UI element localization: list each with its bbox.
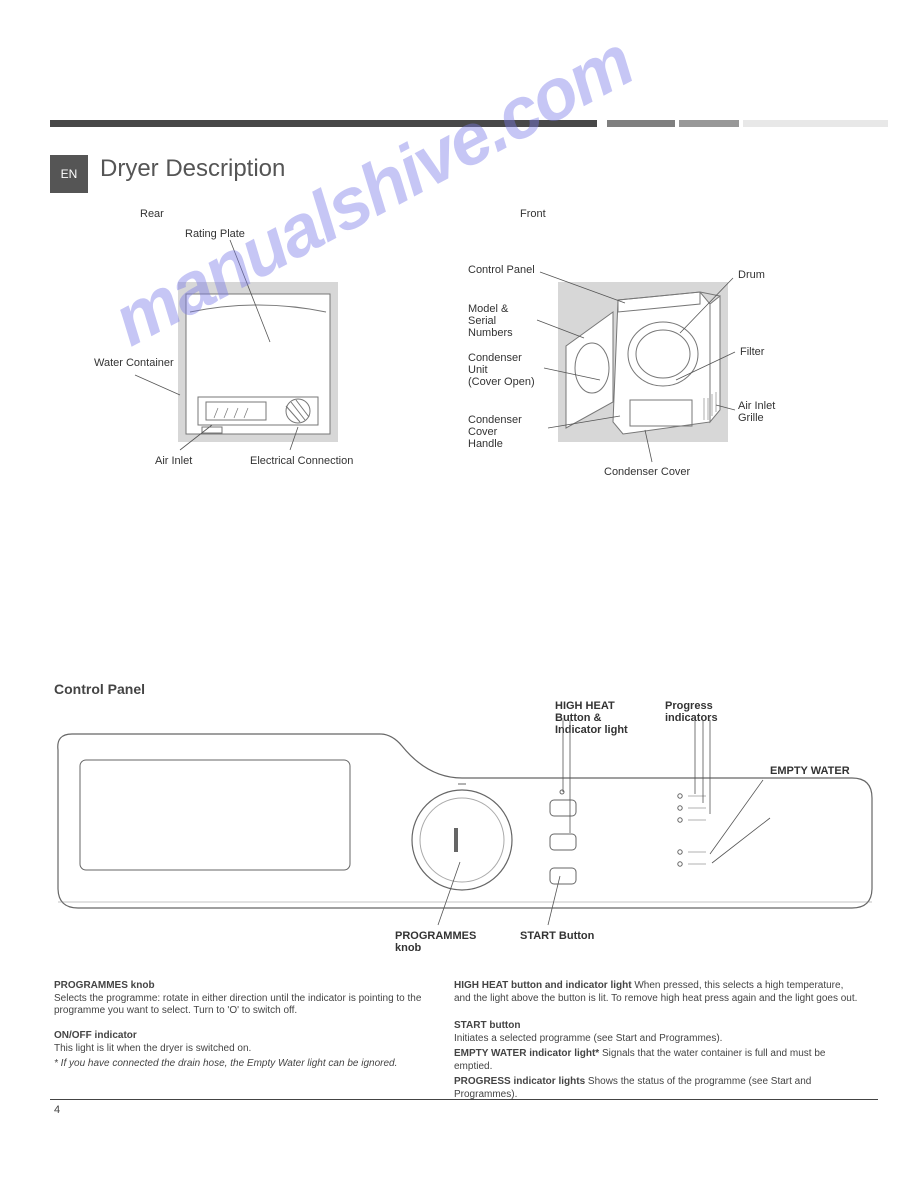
figure-control-panel (52, 722, 878, 922)
label-rating-plate: Rating Plate (185, 228, 245, 240)
page-number: 4 (54, 1104, 60, 1116)
label-progress: Progress indicators (665, 700, 745, 724)
desc-highheat: HIGH HEAT button and indicator light Whe… (454, 980, 859, 1005)
label-filter: Filter (740, 346, 764, 358)
label-condenser-cover-handle: Condenser Cover Handle (468, 414, 522, 450)
desc-programmes: PROGRAMMES knob Selects the programme: r… (54, 980, 434, 1018)
bar-segment (607, 120, 675, 127)
label-drum: Drum (738, 269, 765, 281)
desc-emptywater: EMPTY WATER indicator light* Signals tha… (454, 1048, 859, 1073)
fig-front-caption: Front (520, 208, 546, 220)
label-electrical-connection: Electrical Connection (250, 455, 353, 467)
bar-segment (679, 120, 739, 127)
page-lang-tab: EN (50, 155, 88, 193)
label-control-panel: Control Panel (468, 264, 535, 276)
header-bar (50, 120, 888, 127)
label-air-inlet-grille: Air Inlet Grille (738, 400, 775, 424)
bar-segment (743, 120, 888, 127)
label-condenser-unit: Condenser Unit (Cover Open) (468, 352, 535, 388)
bottom-rule (50, 1099, 878, 1100)
bar-segment (597, 120, 607, 127)
desc-start: START button Initiates a selected progra… (454, 1020, 859, 1045)
section-control-panel: Control Panel (54, 681, 145, 697)
figure-front (558, 282, 728, 442)
label-air-inlet: Air Inlet (155, 455, 192, 467)
label-model-serial: Model & Serial Numbers (468, 303, 513, 339)
desc-onoff: ON/OFF indicator This light is lit when … (54, 1030, 434, 1055)
label-condenser-cover: Condenser Cover (604, 466, 690, 478)
desc-progress: PROGRESS indicator lights Shows the stat… (454, 1076, 859, 1101)
label-water-container: Water Container (94, 357, 174, 369)
fig-rear-caption: Rear (140, 208, 164, 220)
bar-segment (50, 120, 597, 127)
footnote: * If you have connected the drain hose, … (54, 1058, 434, 1071)
figure-rear (178, 282, 338, 442)
page-title: Dryer Description (100, 155, 285, 183)
